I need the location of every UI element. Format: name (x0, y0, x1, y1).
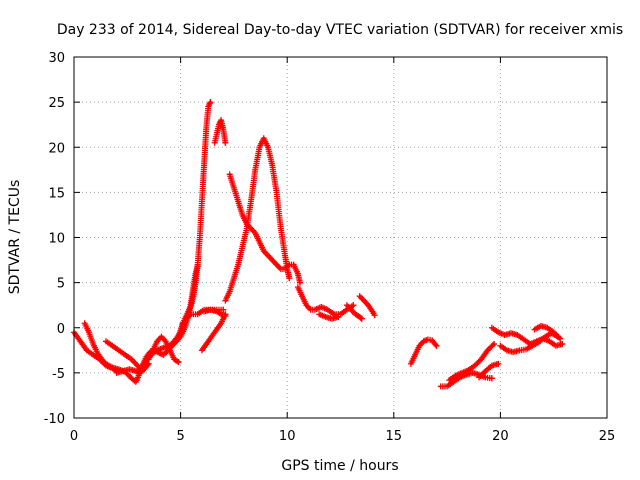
data-point (220, 306, 227, 313)
y-tick-label: 5 (57, 277, 65, 292)
y-tick-label: 25 (48, 96, 65, 111)
y-tick-label: -5 (52, 367, 65, 382)
grid (74, 57, 607, 418)
data-point (286, 275, 293, 282)
y-axis-label: SDTVAR / TECUs (7, 180, 23, 295)
series-arc-u (488, 324, 566, 349)
data-point (555, 334, 562, 341)
x-tick-label: 0 (70, 429, 78, 444)
plot-frame (73, 56, 608, 419)
data-markers (71, 99, 566, 390)
data-point (357, 314, 364, 321)
series-arc-h (201, 306, 227, 315)
series-arc-i (211, 117, 229, 146)
y-tick-label: 30 (48, 51, 65, 66)
series-arc-d (113, 360, 152, 376)
y-tick-label: 15 (48, 186, 65, 201)
chart-title: Day 233 of 2014, Sidereal Day-to-day VTE… (57, 22, 623, 38)
axis-ticks (73, 56, 608, 419)
data-point (296, 279, 303, 286)
data-point (433, 342, 440, 349)
data-point (358, 315, 365, 322)
x-tick-label: 25 (599, 429, 616, 444)
x-tick-label: 5 (176, 429, 184, 444)
y-tick-label: 0 (57, 322, 65, 337)
series-arc-k (222, 135, 293, 304)
data-point (350, 302, 357, 309)
y-tick-labels: -10 -5 0 5 10 15 20 25 30 (44, 51, 65, 427)
y-tick-label: -10 (44, 412, 65, 427)
series-arc-o (343, 302, 365, 322)
series-arc-e (145, 333, 182, 366)
data-point (222, 311, 229, 318)
data-point (207, 99, 214, 106)
y-tick-label: 20 (48, 141, 65, 156)
series-arc-w (531, 322, 564, 342)
x-tick-label: 15 (386, 429, 403, 444)
x-tick-label: 20 (492, 429, 509, 444)
series-arc-q (407, 336, 440, 367)
data-point (491, 340, 498, 347)
y-tick-label: 10 (48, 232, 65, 247)
series-arc-p (356, 293, 378, 319)
series-arc-n (316, 311, 342, 322)
data-point (175, 359, 182, 366)
data-point (371, 312, 378, 319)
series-arc-s (446, 340, 498, 384)
data-point (557, 335, 564, 342)
x-axis-label: GPS time / hours (281, 458, 398, 474)
data-point (488, 375, 495, 382)
series-arc-j (198, 311, 229, 354)
series-arc-m (294, 284, 357, 318)
x-tick-labels: 0 5 10 15 20 25 (70, 429, 615, 444)
series-arc-l (226, 171, 303, 286)
series-arc-f (169, 99, 214, 349)
data-point (222, 139, 229, 146)
x-tick-label: 10 (279, 429, 296, 444)
data-point (335, 313, 342, 320)
data-point (559, 340, 566, 347)
data-point (495, 360, 502, 367)
series-arc-t (476, 360, 502, 381)
data-point (489, 342, 496, 349)
